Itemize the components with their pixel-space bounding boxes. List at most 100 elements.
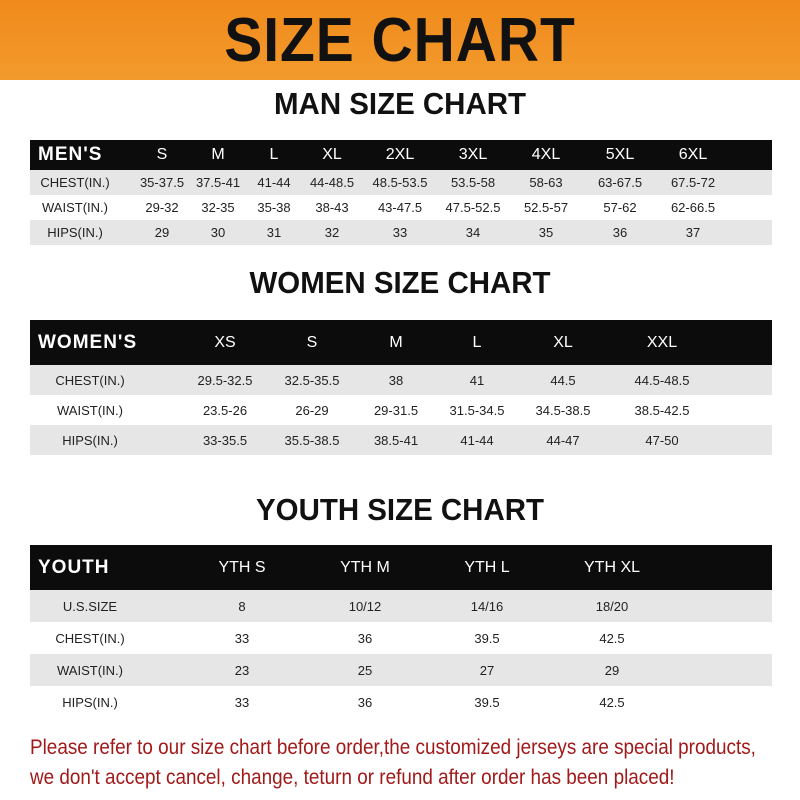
men-size-table: MEN'S S M L XL 2XL 3XL 4XL 5XL 6XL CHEST(IN.) 35-37…: [30, 140, 772, 245]
table-cell: 48.5-53.5: [372, 175, 428, 190]
women-chart-title: WOMEN SIZE CHART: [249, 265, 551, 300]
size-header: YTH XL: [583, 558, 641, 576]
table-row: CHEST(IN.) 29.5-32.5 32.5-35.5 38 41 44.5 44.5…: [30, 365, 772, 395]
size-header: XS: [214, 333, 236, 351]
table-cell: 36: [357, 630, 373, 646]
measurement-label: CHEST(IN.): [55, 372, 125, 388]
table-cell: 8: [238, 598, 246, 614]
table-row: U.S.SIZE 8 10/12 14/16 18/20: [30, 590, 772, 622]
table-cell: 33-35.5: [202, 432, 248, 448]
table-cell: 41-44: [460, 432, 494, 448]
table-cell: 39.5: [474, 694, 500, 710]
table-cell: 57-62: [603, 200, 637, 215]
table-cell: 34.5-38.5: [535, 402, 591, 418]
size-header: S: [306, 333, 318, 351]
measurement-label: WAIST(IN.): [42, 200, 108, 215]
table-cell: 44.5-48.5: [634, 372, 690, 388]
table-cell: 29-32: [145, 200, 179, 215]
size-header: 3XL: [458, 146, 488, 163]
header-row: WOMEN'S XS S M L XL XXL: [30, 320, 772, 365]
table-cell: 38-43: [315, 200, 349, 215]
table-cell: 63-67.5: [597, 175, 643, 190]
table-cell: 29: [604, 662, 620, 678]
order-notice: Please refer to our size chart before or…: [30, 733, 756, 793]
table-row: HIPS(IN.) 33 36 39.5 42.5: [30, 686, 772, 718]
table-cell: 32: [324, 225, 340, 240]
size-header: L: [472, 333, 482, 351]
table-cell: 58-63: [529, 175, 563, 190]
table-cell: 35-37.5: [139, 175, 185, 190]
measurement-label: U.S.SIZE: [62, 598, 118, 614]
table-cell: 38.5-41: [373, 432, 419, 448]
table-cell: 33: [234, 630, 250, 646]
measurement-label: WAIST(IN.): [57, 402, 123, 418]
size-header: M: [389, 333, 403, 351]
table-cell: 35: [538, 225, 554, 240]
table-cell: 53.5-58: [450, 175, 496, 190]
table-cell: 41: [469, 372, 485, 388]
men-chart-title: MAN SIZE CHART: [274, 86, 526, 121]
table-cell: 42.5: [599, 694, 625, 710]
youth-size-table: YOUTH YTH S YTH M YTH L YTH XL U.S.SIZE 8 10/12…: [30, 545, 772, 718]
table-label: WOMEN'S: [38, 331, 138, 353]
size-header: 4XL: [531, 146, 561, 163]
table-cell: 32-35: [201, 200, 235, 215]
measurement-label: HIPS(IN.): [62, 694, 118, 710]
table-cell: 36: [357, 694, 373, 710]
notice-line-1: Please refer to our size chart before or…: [30, 736, 756, 759]
size-header: YTH L: [464, 558, 510, 576]
table-cell: 41-44: [257, 175, 291, 190]
table-cell: 14/16: [470, 598, 504, 614]
table-cell: 29-31.5: [373, 402, 419, 418]
measurement-label: HIPS(IN.): [62, 432, 118, 448]
measurement-label: CHEST(IN.): [40, 175, 110, 190]
header-row: MEN'S S M L XL 2XL 3XL 4XL 5XL 6XL: [30, 140, 772, 170]
size-header: YTH M: [340, 558, 390, 576]
table-row: HIPS(IN.) 33-35.5 35.5-38.5 38.5-41 41-44 44-…: [30, 425, 772, 455]
header-row: YOUTH YTH S YTH M YTH L YTH XL: [30, 545, 772, 590]
table-cell: 26-29: [295, 402, 329, 418]
table-cell: 30: [210, 225, 226, 240]
table-row: HIPS(IN.) 29 30 31 32 33 34 35 36 37: [30, 220, 772, 245]
table-row: CHEST(IN.) 35-37.5 37.5-41 41-44 44-48.5 48.5…: [30, 170, 772, 195]
size-header: XL: [322, 146, 342, 163]
table-cell: 44.5: [550, 372, 576, 388]
table-cell: 25: [357, 662, 373, 678]
measurement-label: HIPS(IN.): [47, 225, 103, 240]
table-row: WAIST(IN.) 23 25 27 29: [30, 654, 772, 686]
table-cell: 52.5-57: [523, 200, 569, 215]
measurement-label: CHEST(IN.): [55, 630, 125, 646]
table-cell: 23: [234, 662, 250, 678]
size-header: XL: [553, 333, 573, 351]
table-cell: 33: [234, 694, 250, 710]
table-cell: 43-47.5: [377, 200, 423, 215]
table-cell: 10/12: [348, 598, 382, 614]
table-label: YOUTH: [38, 556, 110, 578]
table-cell: 47-50: [645, 432, 679, 448]
size-header: 2XL: [385, 146, 415, 163]
size-header: M: [211, 146, 225, 163]
size-chart-banner: SIZE CHART: [0, 0, 800, 80]
table-cell: 33: [392, 225, 408, 240]
table-cell: 18/20: [595, 598, 629, 614]
table-cell: 67.5-72: [670, 175, 716, 190]
table-cell: 29: [154, 225, 170, 240]
table-row: WAIST(IN.) 29-32 32-35 35-38 38-43 43-47.5 47.…: [30, 195, 772, 220]
measurement-label: WAIST(IN.): [57, 662, 123, 678]
size-header: 5XL: [605, 146, 635, 163]
banner-title: SIZE CHART: [224, 5, 576, 75]
table-cell: 34: [465, 225, 481, 240]
table-cell: 38: [388, 372, 404, 388]
table-cell: 38.5-42.5: [634, 402, 690, 418]
table-cell: 62-66.5: [670, 200, 716, 215]
table-cell: 47.5-52.5: [445, 200, 501, 215]
table-cell: 35-38: [257, 200, 291, 215]
table-cell: 27: [479, 662, 495, 678]
table-cell: 31: [266, 225, 282, 240]
table-cell: 29.5-32.5: [197, 372, 253, 388]
table-label: MEN'S: [38, 144, 103, 165]
size-header: S: [156, 146, 168, 163]
table-cell: 23.5-26: [202, 402, 248, 418]
table-cell: 44-47: [546, 432, 580, 448]
table-cell: 44-48.5: [309, 175, 355, 190]
